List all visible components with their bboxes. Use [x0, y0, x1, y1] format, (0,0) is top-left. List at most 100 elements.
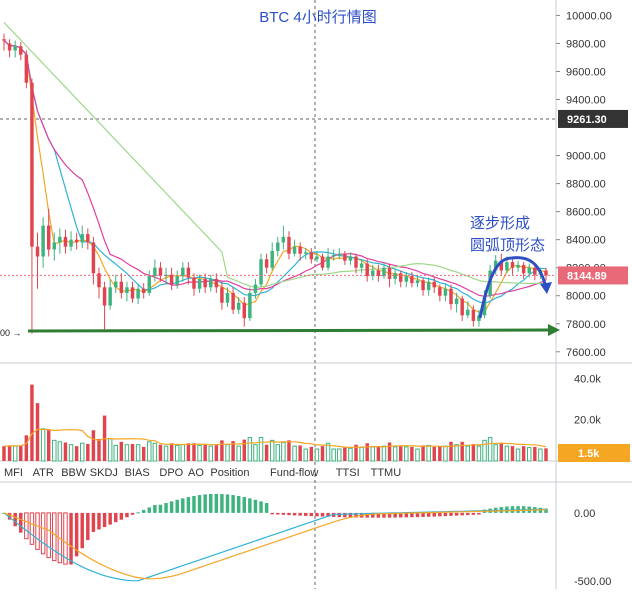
- candle[interactable]: [130, 287, 135, 299]
- candle[interactable]: [287, 236, 291, 254]
- candle[interactable]: [119, 281, 124, 293]
- candle[interactable]: [58, 236, 62, 243]
- candle[interactable]: [46, 225, 51, 250]
- candle[interactable]: [326, 256, 330, 268]
- candle[interactable]: [169, 274, 174, 285]
- indicator-tab[interactable]: Position: [210, 467, 249, 479]
- candle[interactable]: [80, 234, 84, 243]
- candle[interactable]: [13, 46, 17, 51]
- candle[interactable]: [527, 267, 531, 274]
- indicator-tab[interactable]: Fund-flow: [270, 467, 318, 479]
- candle[interactable]: [454, 298, 459, 305]
- candle[interactable]: [443, 288, 448, 296]
- indicator-tab[interactable]: ATR: [33, 467, 54, 479]
- candle[interactable]: [192, 277, 196, 289]
- candle[interactable]: [125, 287, 129, 293]
- candle[interactable]: [136, 288, 140, 299]
- candle[interactable]: [315, 256, 319, 260]
- candle[interactable]: [331, 255, 336, 257]
- candle[interactable]: [2, 39, 6, 41]
- candle[interactable]: [533, 267, 537, 275]
- candle[interactable]: [209, 278, 213, 288]
- candle[interactable]: [460, 298, 464, 316]
- candle[interactable]: [91, 242, 96, 274]
- candle[interactable]: [214, 278, 219, 288]
- candle[interactable]: [471, 309, 476, 321]
- candle[interactable]: [276, 242, 280, 251]
- indicator-tab[interactable]: TTMU: [371, 467, 402, 479]
- candle[interactable]: [264, 259, 269, 268]
- candle[interactable]: [365, 263, 369, 277]
- candle[interactable]: [404, 276, 409, 282]
- candle[interactable]: [175, 276, 179, 285]
- candle[interactable]: [371, 270, 375, 277]
- indicator-tab[interactable]: BBW: [61, 467, 87, 479]
- candle[interactable]: [348, 256, 353, 261]
- candle[interactable]: [343, 253, 347, 261]
- candle[interactable]: [253, 284, 258, 293]
- candle[interactable]: [181, 267, 185, 277]
- candle[interactable]: [141, 288, 146, 293]
- candle[interactable]: [248, 292, 252, 319]
- candle[interactable]: [303, 252, 308, 254]
- indicator-tab[interactable]: DPO: [159, 467, 183, 479]
- candle[interactable]: [186, 267, 191, 278]
- candle[interactable]: [466, 309, 470, 316]
- candle[interactable]: [510, 262, 515, 268]
- candle[interactable]: [164, 274, 168, 277]
- candle[interactable]: [410, 276, 414, 284]
- candle[interactable]: [359, 263, 364, 268]
- candle[interactable]: [270, 250, 274, 268]
- candle[interactable]: [432, 281, 436, 288]
- candle[interactable]: [35, 246, 40, 257]
- candle[interactable]: [41, 225, 45, 257]
- candle[interactable]: [236, 302, 241, 310]
- candle[interactable]: [225, 292, 230, 303]
- candle[interactable]: [147, 276, 152, 293]
- candle[interactable]: [242, 302, 247, 319]
- candle[interactable]: [521, 264, 526, 274]
- candle[interactable]: [421, 280, 425, 291]
- candle[interactable]: [197, 278, 202, 289]
- indicator-tab[interactable]: TTSI: [336, 467, 360, 479]
- candle[interactable]: [387, 267, 392, 279]
- candle[interactable]: [449, 288, 453, 305]
- indicator-tab[interactable]: AO: [188, 467, 204, 479]
- candle[interactable]: [220, 287, 224, 303]
- candle[interactable]: [69, 239, 73, 247]
- candle[interactable]: [153, 267, 157, 277]
- candle[interactable]: [320, 256, 325, 268]
- candle[interactable]: [114, 281, 118, 288]
- candle[interactable]: [19, 46, 23, 55]
- indicator-tab[interactable]: MFI: [4, 467, 23, 479]
- candle[interactable]: [298, 246, 302, 254]
- candle[interactable]: [477, 315, 481, 321]
- candle[interactable]: [259, 259, 263, 285]
- candle[interactable]: [24, 54, 29, 83]
- indicator-tab[interactable]: SKDJ: [90, 467, 118, 479]
- candle[interactable]: [438, 287, 442, 296]
- candle[interactable]: [382, 267, 386, 277]
- candle[interactable]: [108, 287, 112, 306]
- candle[interactable]: [52, 242, 57, 250]
- candle[interactable]: [231, 292, 235, 310]
- candle[interactable]: [398, 273, 403, 282]
- candle[interactable]: [74, 239, 79, 243]
- candle[interactable]: [499, 260, 504, 271]
- indicator-tab[interactable]: BIAS: [125, 467, 150, 479]
- candle[interactable]: [354, 256, 358, 268]
- candle[interactable]: [281, 236, 286, 243]
- candle[interactable]: [393, 273, 397, 279]
- candle[interactable]: [516, 264, 520, 268]
- candle[interactable]: [158, 267, 163, 277]
- candle[interactable]: [426, 281, 431, 291]
- candle[interactable]: [30, 82, 34, 247]
- candle[interactable]: [63, 236, 68, 247]
- candle[interactable]: [309, 252, 314, 260]
- candle[interactable]: [493, 260, 498, 271]
- candle[interactable]: [203, 278, 207, 288]
- candle[interactable]: [505, 262, 509, 271]
- candle[interactable]: [102, 287, 107, 306]
- candle[interactable]: [97, 273, 101, 288]
- candle[interactable]: [376, 270, 381, 277]
